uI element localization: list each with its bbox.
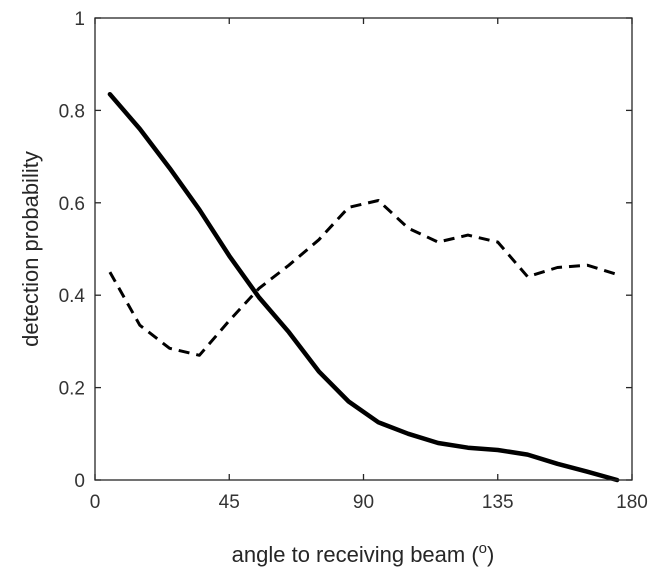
x-tick-label: 90 xyxy=(353,492,374,513)
plot-background xyxy=(95,18,632,480)
x-axis-label: angle to receiving beam (o) xyxy=(232,540,495,567)
x-tick-label: 180 xyxy=(616,492,648,513)
x-tick-label: 45 xyxy=(219,492,240,513)
tick-labels: 0 45 90 135 180 0 0.2 0.4 0.6 0.8 1 xyxy=(59,9,648,513)
y-axis-label: detection probability xyxy=(18,151,43,347)
plot-frame xyxy=(94,17,633,481)
y-tick-label: 0.4 xyxy=(59,286,86,307)
series-line-1-solid xyxy=(107,91,620,483)
series-layer xyxy=(107,91,620,483)
y-tick-label: 0 xyxy=(74,471,85,492)
y-tick-label: 0.8 xyxy=(59,101,85,122)
y-tick-label: 0.6 xyxy=(59,194,85,215)
y-tick-label: 1 xyxy=(74,9,85,30)
y-tick-label: 0.2 xyxy=(59,379,85,400)
x-tick-label: 0 xyxy=(90,492,101,513)
x-tick-label: 135 xyxy=(482,492,514,513)
